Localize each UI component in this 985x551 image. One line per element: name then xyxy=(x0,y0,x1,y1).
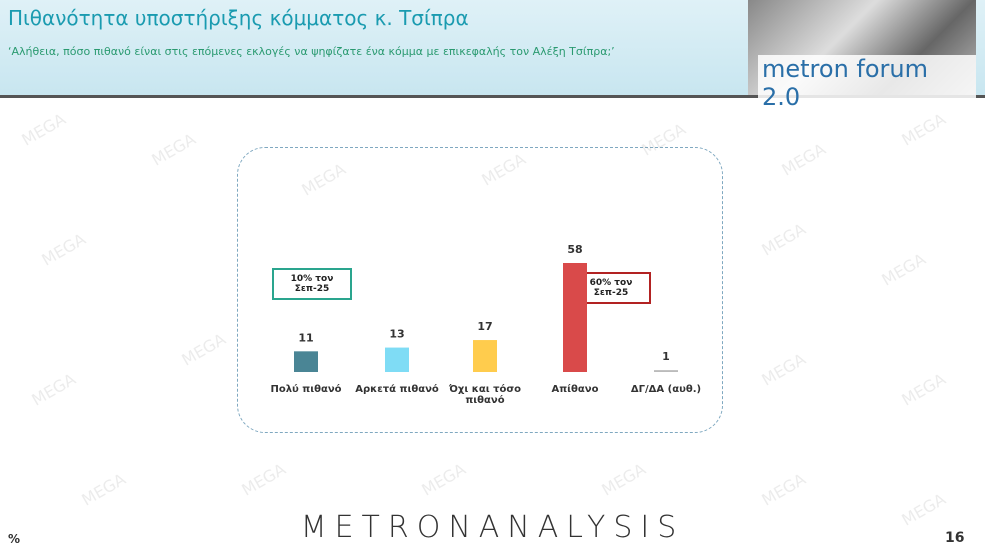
brand: METRONANALYSIS xyxy=(300,510,685,545)
bar xyxy=(294,351,318,372)
title: Πιθανότητα υποστήριξης κόμματος κ. Τσίπρ… xyxy=(8,6,469,30)
x-tick-label: Όχι και τόσο πιθανό xyxy=(449,384,521,406)
subtitle: ‘Αλήθεια, πόσο πιθανό είναι στις επόμενε… xyxy=(8,45,615,58)
x-tick-label: ΔΓ/ΔΑ (αυθ.) xyxy=(630,384,702,395)
logo-text: metron forum 2.0 xyxy=(758,55,976,111)
value-label: 11 xyxy=(298,331,313,344)
x-tick-label: Αρκετά πιθανό xyxy=(355,384,439,395)
annotation: 10% τον Σεπ-25 xyxy=(272,268,352,300)
x-tick-label: Πολύ πιθανό xyxy=(270,384,342,395)
bar xyxy=(385,347,409,372)
bar xyxy=(473,340,497,372)
unit: % xyxy=(8,532,21,546)
value-label: 1 xyxy=(662,350,670,363)
value-label: 58 xyxy=(567,243,582,256)
bar xyxy=(563,263,587,372)
value-label: 13 xyxy=(389,328,404,341)
bar xyxy=(654,370,678,372)
page-number: 16 xyxy=(945,530,965,546)
value-label: 17 xyxy=(477,320,492,333)
logo: metron forum 2.0 xyxy=(748,0,976,111)
chart-frame xyxy=(237,147,723,433)
x-tick-label: Απίθανο xyxy=(551,384,599,395)
